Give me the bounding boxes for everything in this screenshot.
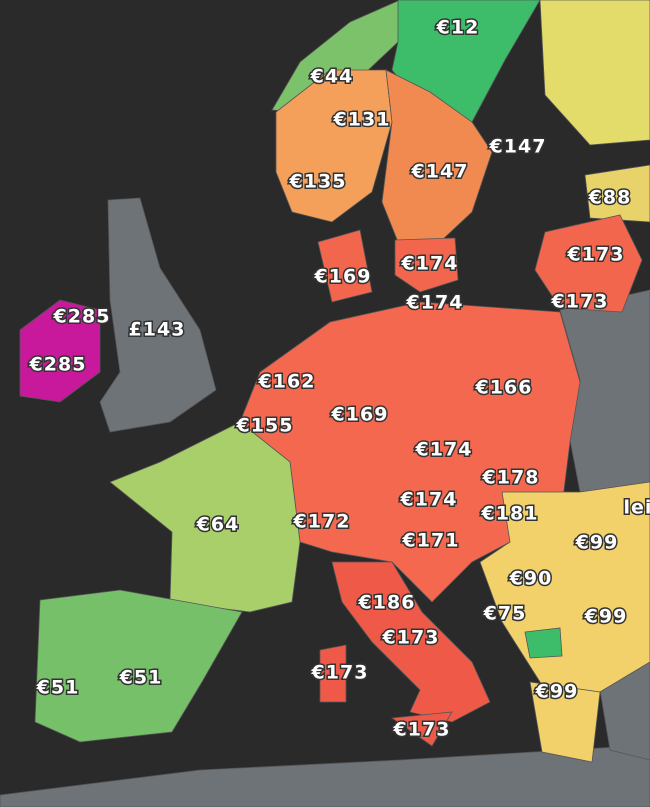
price-label: €173 [551,291,609,313]
region [381,69,493,253]
region [109,421,301,613]
region [394,237,459,293]
price-label: €173 [393,719,451,741]
region [34,589,243,743]
land [0,744,650,807]
price-label: €285 [53,306,111,328]
region [99,197,217,433]
price-label: €51 [36,677,80,699]
region [331,561,491,723]
price-label: €174 [415,439,473,461]
price-label: €173 [382,627,440,649]
price-label: €173 [311,662,369,684]
price-label: €12 [436,17,480,39]
price-label: €135 [289,171,347,193]
region [524,627,563,659]
region [275,69,393,223]
price-label: €174 [406,292,464,314]
price-label: €88 [588,187,632,209]
price-label: €75 [483,603,527,625]
price-label: lei [624,497,650,519]
region [317,229,373,303]
price-label: €166 [475,377,533,399]
price-label: €44 [310,66,354,88]
price-label: €90 [509,568,553,590]
price-label: €99 [584,606,628,628]
price-label: €285 [29,354,87,376]
price-label: €171 [402,530,460,552]
price-label: €147 [411,161,469,183]
price-label: €174 [401,253,459,275]
price-label: €172 [293,511,351,533]
price-labels: €12 €44 €131 €147 €147 €135 €88 €174 €173 €169 €17… [27,15,650,742]
region [319,644,347,703]
region [584,164,650,223]
region [390,711,453,747]
price-label: €147 [489,136,547,158]
price-label: €64 [196,514,240,536]
price-label: €186 [358,592,416,614]
price-label: €169 [314,266,372,288]
price-label: €51 [119,667,163,689]
region [529,681,601,763]
price-label: €162 [258,371,316,393]
region [534,214,643,313]
price-label: €99 [575,532,619,554]
price-label: €178 [482,467,540,489]
price-label: €131 [333,109,391,131]
price-label: €169 [331,404,389,426]
price-label: €174 [400,489,458,511]
region [19,299,101,403]
region [539,0,650,146]
price-label: €181 [481,503,539,525]
price-label: £143 [129,319,186,341]
price-label: €155 [236,415,294,437]
price-label: €99 [535,681,579,703]
price-label: €173 [567,244,625,266]
